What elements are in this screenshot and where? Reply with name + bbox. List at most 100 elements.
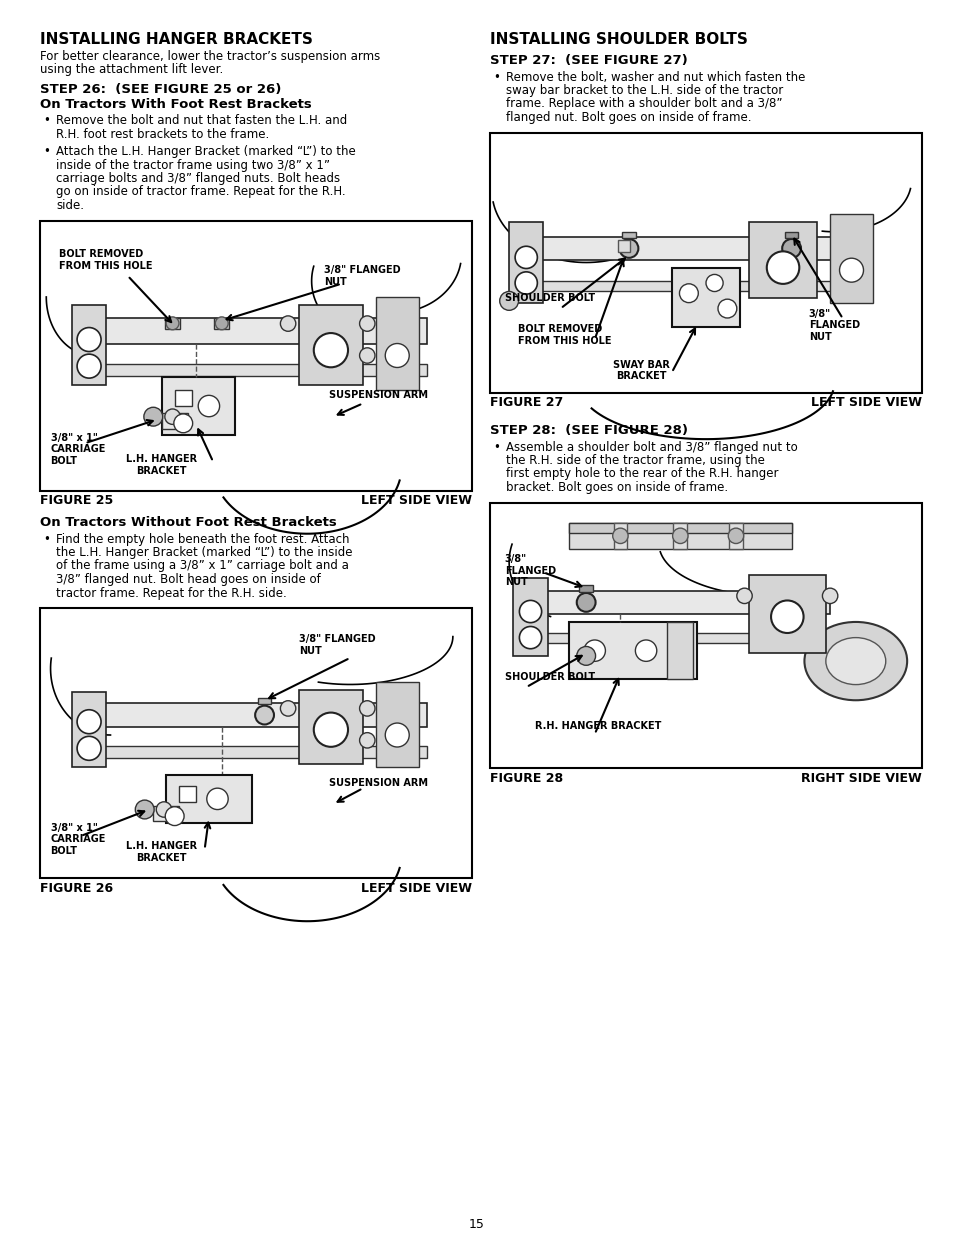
Text: 3/8" x 1"
CARRIAGE
BOLT: 3/8" x 1" CARRIAGE BOLT: [51, 823, 106, 856]
Bar: [93, 364, 427, 377]
Bar: [517, 280, 868, 291]
Bar: [490, 503, 921, 767]
Circle shape: [518, 626, 541, 648]
Bar: [71, 693, 106, 767]
Text: INSTALLING HANGER BRACKETS: INSTALLING HANGER BRACKETS: [40, 32, 313, 47]
Circle shape: [254, 705, 274, 725]
Bar: [521, 590, 829, 614]
Bar: [568, 522, 791, 548]
Text: SUSPENSION ARM: SUSPENSION ARM: [329, 390, 427, 400]
Bar: [174, 390, 192, 406]
Bar: [728, 522, 742, 548]
Bar: [102, 703, 427, 727]
Text: FIGURE 25: FIGURE 25: [40, 494, 113, 508]
Ellipse shape: [803, 622, 906, 700]
Text: the L.H. Hanger Bracket (marked “L”) to the inside: the L.H. Hanger Bracket (marked “L”) to …: [56, 546, 352, 559]
Text: 3/8" FLANGED
NUT: 3/8" FLANGED NUT: [324, 266, 400, 287]
Bar: [748, 221, 817, 299]
Bar: [179, 785, 196, 802]
Text: SWAY BAR
BRACKET: SWAY BAR BRACKET: [613, 359, 670, 382]
Circle shape: [705, 274, 722, 291]
Text: Attach the L.H. Hanger Bracket (marked “L”) to the: Attach the L.H. Hanger Bracket (marked “…: [56, 144, 355, 158]
Circle shape: [770, 600, 802, 634]
Bar: [517, 237, 868, 259]
Text: R.H. HANGER BRACKET: R.H. HANGER BRACKET: [535, 721, 660, 731]
Circle shape: [156, 802, 172, 818]
Text: SHOULDER BOLT: SHOULDER BOLT: [504, 672, 595, 682]
Bar: [375, 682, 418, 767]
Text: Find the empty hole beneath the foot rest. Attach: Find the empty hole beneath the foot res…: [56, 532, 349, 546]
Circle shape: [618, 240, 638, 258]
Bar: [568, 522, 791, 534]
Circle shape: [839, 258, 862, 282]
Circle shape: [679, 284, 698, 303]
Circle shape: [515, 246, 537, 268]
Circle shape: [359, 348, 375, 363]
Bar: [509, 221, 543, 304]
Text: flanged nut. Bolt goes on inside of frame.: flanged nut. Bolt goes on inside of fram…: [505, 111, 751, 124]
Bar: [298, 305, 363, 385]
Text: For better clearance, lower the tractor’s suspension arms: For better clearance, lower the tractor’…: [40, 49, 380, 63]
Text: 3/8"
FLANGED
NUT: 3/8" FLANGED NUT: [504, 555, 556, 588]
Circle shape: [215, 317, 228, 330]
Bar: [213, 317, 230, 329]
Ellipse shape: [825, 637, 884, 684]
Circle shape: [77, 354, 101, 378]
Bar: [618, 241, 630, 252]
Bar: [102, 746, 427, 758]
Text: frame. Replace with a shoulder bolt and a 3/8”: frame. Replace with a shoulder bolt and …: [505, 98, 781, 110]
Text: STEP 28:  (SEE FIGURE 28): STEP 28: (SEE FIGURE 28): [490, 424, 687, 437]
Circle shape: [515, 272, 537, 294]
Text: FIGURE 27: FIGURE 27: [490, 396, 562, 410]
Text: On Tractors With Foot Rest Brackets: On Tractors With Foot Rest Brackets: [40, 98, 312, 110]
Circle shape: [499, 291, 518, 310]
Text: INSTALLING SHOULDER BOLTS: INSTALLING SHOULDER BOLTS: [490, 32, 747, 47]
Text: using the attachment lift lever.: using the attachment lift lever.: [40, 63, 223, 77]
Bar: [671, 268, 740, 326]
Bar: [153, 805, 179, 821]
Text: R.H. foot rest brackets to the frame.: R.H. foot rest brackets to the frame.: [56, 127, 269, 141]
Bar: [166, 774, 252, 823]
Bar: [578, 585, 593, 592]
Bar: [375, 296, 418, 390]
Bar: [162, 412, 188, 429]
Bar: [613, 522, 626, 548]
Text: LEFT SIDE VIEW: LEFT SIDE VIEW: [360, 494, 472, 508]
Bar: [298, 690, 363, 764]
Circle shape: [359, 732, 375, 748]
Circle shape: [314, 713, 348, 747]
Text: tractor frame. Repeat for the R.H. side.: tractor frame. Repeat for the R.H. side.: [56, 587, 287, 599]
Circle shape: [314, 333, 348, 367]
Circle shape: [173, 414, 193, 432]
Text: 3/8" FLANGED
NUT: 3/8" FLANGED NUT: [298, 634, 375, 656]
Circle shape: [280, 316, 295, 331]
Text: •: •: [43, 114, 50, 127]
Circle shape: [77, 736, 101, 761]
Circle shape: [166, 317, 179, 330]
Circle shape: [718, 299, 736, 317]
Bar: [748, 576, 825, 653]
Circle shape: [385, 343, 409, 368]
Text: Remove the bolt and nut that fasten the L.H. and: Remove the bolt and nut that fasten the …: [56, 114, 347, 127]
Circle shape: [736, 588, 751, 604]
Text: L.H. HANGER
BRACKET: L.H. HANGER BRACKET: [126, 454, 197, 475]
Circle shape: [583, 640, 605, 662]
Text: bracket. Bolt goes on inside of frame.: bracket. Bolt goes on inside of frame.: [505, 480, 727, 494]
Circle shape: [612, 529, 627, 543]
Circle shape: [766, 252, 799, 284]
Circle shape: [165, 806, 184, 825]
Text: go on inside of tractor frame. Repeat for the R.H.: go on inside of tractor frame. Repeat fo…: [56, 185, 345, 199]
Bar: [40, 608, 472, 878]
Circle shape: [385, 722, 409, 747]
Bar: [93, 319, 427, 343]
Text: 3/8"
FLANGED
NUT: 3/8" FLANGED NUT: [808, 309, 859, 342]
Text: STEP 26:  (SEE FIGURE 25 or 26): STEP 26: (SEE FIGURE 25 or 26): [40, 83, 281, 96]
Text: •: •: [43, 532, 50, 546]
Bar: [257, 698, 271, 704]
Text: 3/8” flanged nut. Bolt head goes on inside of: 3/8” flanged nut. Bolt head goes on insi…: [56, 573, 320, 585]
Circle shape: [280, 700, 295, 716]
Text: •: •: [493, 441, 499, 453]
Text: LEFT SIDE VIEW: LEFT SIDE VIEW: [360, 882, 472, 895]
Text: On Tractors Without Foot Rest Brackets: On Tractors Without Foot Rest Brackets: [40, 516, 336, 529]
Text: LEFT SIDE VIEW: LEFT SIDE VIEW: [810, 396, 921, 410]
